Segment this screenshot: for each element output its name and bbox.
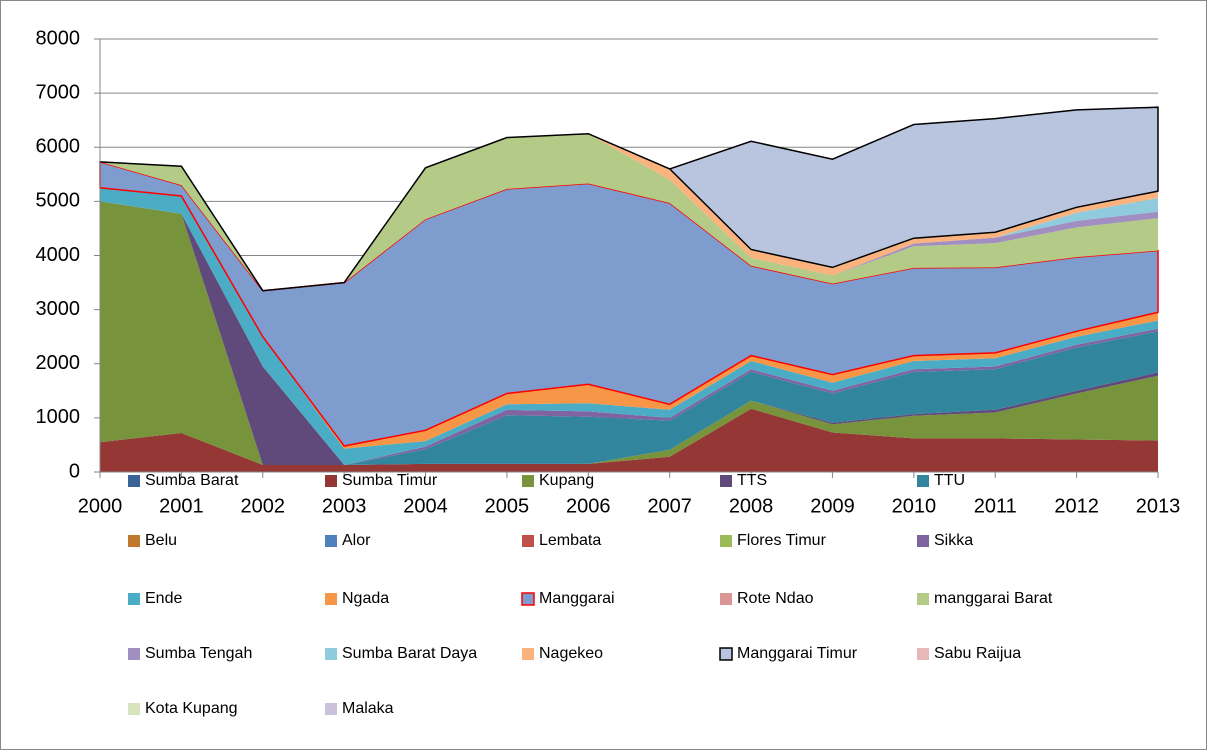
legend-swatch: [325, 593, 337, 605]
x-tick-label: 2008: [729, 495, 774, 517]
legend-swatch: [128, 475, 140, 487]
x-tick-label: 2005: [485, 495, 530, 517]
y-tick-label: 8000: [36, 27, 81, 49]
legend-label: manggarai Barat: [934, 590, 1053, 607]
legend-swatch: [720, 535, 732, 547]
x-tick-label: 2004: [403, 495, 448, 517]
legend-label: Lembata: [539, 532, 601, 549]
legend-label: TTU: [934, 472, 965, 489]
y-tick-label: 7000: [36, 81, 81, 103]
x-tick-label: 2009: [810, 495, 855, 517]
legend-swatch: [521, 592, 535, 606]
y-tick-label: 3000: [36, 298, 81, 320]
legend-label: Sumba Barat: [145, 472, 239, 489]
x-tick-label: 2002: [241, 495, 286, 517]
area: [100, 133, 1158, 291]
legend-swatch: [522, 535, 534, 547]
legend-swatch: [719, 647, 733, 661]
x-tick-label: 2013: [1136, 495, 1181, 517]
legend-label: Malaka: [342, 700, 394, 717]
legend-swatch: [917, 475, 929, 487]
x-tick-label: 2000: [78, 495, 123, 517]
area: [100, 133, 1158, 291]
legend-swatch: [917, 648, 929, 660]
x-tick-label: 2001: [159, 495, 204, 517]
legend-swatch: [128, 593, 140, 605]
legend-swatch: [128, 703, 140, 715]
y-tick-label: 2000: [36, 352, 81, 374]
legend-label: TTS: [737, 472, 767, 489]
area: [99, 160, 1159, 447]
legend-swatch: [720, 475, 732, 487]
x-tick-label: 2012: [1054, 495, 1099, 517]
x-tick-label: 2007: [647, 495, 692, 517]
area: [100, 201, 1158, 465]
legend-label: Kota Kupang: [145, 700, 238, 717]
area: [100, 187, 1158, 449]
x-tick-label: 2006: [566, 495, 611, 517]
y-tick-label: 1000: [36, 406, 81, 428]
legend-swatch: [522, 648, 534, 660]
legend-label: Manggarai Timur: [737, 645, 858, 662]
legend-label: Kupang: [539, 472, 594, 489]
legend-label: Alor: [342, 532, 371, 549]
legend-label: Sumba Tengah: [145, 645, 252, 662]
area: [99, 106, 1159, 292]
legend-swatch: [128, 535, 140, 547]
y-tick-label: 4000: [36, 244, 81, 266]
legend-swatch: [128, 648, 140, 660]
legend-swatch: [325, 703, 337, 715]
legend-label: Flores Timur: [737, 532, 827, 549]
legend-swatch: [917, 535, 929, 547]
legend-label: Belu: [145, 532, 177, 549]
legend-label: Rote Ndao: [737, 590, 814, 607]
area: [100, 408, 1158, 472]
legend-label: Ngada: [342, 590, 389, 607]
legend-label: Nagekeo: [539, 645, 603, 662]
legend-swatch: [325, 535, 337, 547]
y-tick-label: 0: [69, 460, 80, 482]
x-tick-label: 2010: [892, 495, 937, 517]
y-tick-label: 6000: [36, 136, 81, 158]
x-tick-label: 2003: [322, 495, 367, 517]
legend-label: Ende: [145, 590, 182, 607]
legend-swatch: [325, 648, 337, 660]
legend-label: Manggarai: [539, 590, 615, 607]
legend-swatch: [522, 475, 534, 487]
y-tick-label: 5000: [36, 190, 81, 212]
legend-label: Sabu Raijua: [934, 645, 1021, 662]
area: [100, 187, 1158, 466]
legend-swatch: [720, 593, 732, 605]
legend-swatch: [325, 475, 337, 487]
legend-swatch: [917, 593, 929, 605]
legend-label: Sumba Barat Daya: [342, 645, 477, 662]
area: [100, 201, 1158, 465]
x-tick-label: 2011: [974, 495, 1017, 517]
legend-label: Sumba Timur: [342, 472, 438, 489]
legend-label: Sikka: [934, 532, 973, 549]
